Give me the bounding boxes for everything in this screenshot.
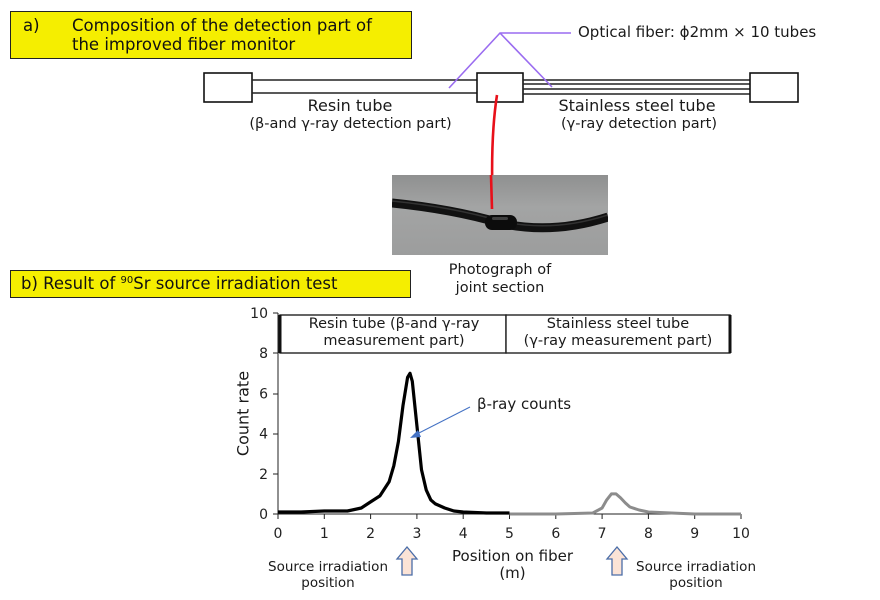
- source-label-left: Source irradiation position: [258, 559, 398, 591]
- resin-tube-sublabel: (β-and γ-ray detection part): [249, 116, 452, 132]
- joint-box: [476, 72, 524, 103]
- photo-caption-line1: Photograph of: [448, 262, 552, 278]
- source-arrow-left: [395, 545, 419, 576]
- resin-tube-label: Resin tube: [307, 96, 393, 115]
- x-tick-label: 5: [505, 526, 514, 542]
- y-tick-label: 10: [250, 306, 268, 322]
- steel-tube-sublabel: (γ-ray detection part): [561, 116, 717, 132]
- x-tick-label: 1: [320, 526, 329, 542]
- x-tick-label: 0: [274, 526, 283, 542]
- steel-region-header: [505, 314, 731, 354]
- stainless-steel-tube: [523, 79, 750, 95]
- x-axis-label-main: Position on fiber (m): [452, 547, 573, 582]
- resin-tube: [252, 79, 477, 94]
- y-tick-label: 4: [259, 427, 268, 443]
- section-a-title-line1: Composition of the detection part of: [72, 16, 372, 35]
- steel-header-line1: Stainless steel tube: [546, 316, 690, 332]
- y-tick-label: 8: [259, 346, 268, 362]
- x-tick-label: 3: [412, 526, 421, 542]
- source-label-left-line1: Source irradiation: [268, 559, 388, 575]
- y-tick-label: 6: [259, 386, 268, 402]
- steel-tube-label: Stainless steel tube: [558, 96, 716, 115]
- section-b-title-sup: 90: [120, 275, 134, 286]
- x-tick-label: 7: [598, 526, 607, 542]
- optical-fiber-pointer: [448, 32, 571, 89]
- y-tick-label: 2: [259, 467, 268, 483]
- y-axis-label: Count rate: [233, 370, 253, 457]
- beta-ray-annotation: β-ray counts: [477, 395, 572, 413]
- x-tick-label: 6: [551, 526, 560, 542]
- section-a-title-box: a) Composition of the detection part of …: [10, 11, 412, 59]
- optical-fiber-label: Optical fiber: ϕ2mm × 10 tubes: [578, 23, 817, 41]
- x-tick-labels: 0 1 2 3 4 5 6 7 8 9 10: [274, 526, 750, 542]
- beta-ray-annotation-arrow: [410, 406, 471, 438]
- photo-caption-line2: joint section: [455, 280, 545, 296]
- source-label-left-line2: position: [301, 575, 355, 591]
- x-tick-label: 8: [644, 526, 653, 542]
- y-axis: [273, 312, 279, 515]
- joint-photograph: [392, 175, 608, 255]
- right-end-cap: [749, 72, 799, 103]
- source-arrow-right: [605, 545, 629, 576]
- source-label-right-line2: position: [669, 575, 723, 591]
- steel-header-line2: (γ-ray measurement part): [523, 333, 713, 349]
- x-tick-label: 9: [690, 526, 699, 542]
- count-rate-chart: 0 2 4 6 8 10 0 1 2 3 4 5 6 7 8 9 10: [250, 306, 750, 576]
- x-tick-label: 10: [732, 526, 750, 542]
- detector-schematic: [203, 32, 799, 211]
- y-tick-labels: 0 2 4 6 8 10: [250, 306, 268, 523]
- left-end-cap: [203, 72, 253, 103]
- x-axis-label: Position on fiber (m): [430, 548, 595, 582]
- steel-tube-series-line: [509, 492, 741, 516]
- section-b-title-box: b) Result of 90Sr source irradiation tes…: [10, 270, 411, 298]
- section-a-title-line2: the improved fiber monitor: [72, 35, 296, 54]
- source-label-right-line1: Source irradiation: [636, 559, 756, 575]
- section-b-title-pre: b) Result of: [21, 274, 121, 293]
- section-b-title-post: Sr source irradiation test: [133, 274, 338, 293]
- source-label-right: Source irradiation position: [626, 559, 766, 591]
- resin-header-line1: Resin tube (β-and γ-ray: [308, 316, 480, 332]
- x-tick-label: 4: [459, 526, 468, 542]
- resin-header-line2: measurement part): [323, 333, 465, 349]
- x-tick-label: 2: [366, 526, 375, 542]
- resin-tube-series-line: [278, 371, 510, 515]
- y-tick-label: 0: [259, 507, 268, 523]
- section-a-prefix: a): [23, 16, 40, 35]
